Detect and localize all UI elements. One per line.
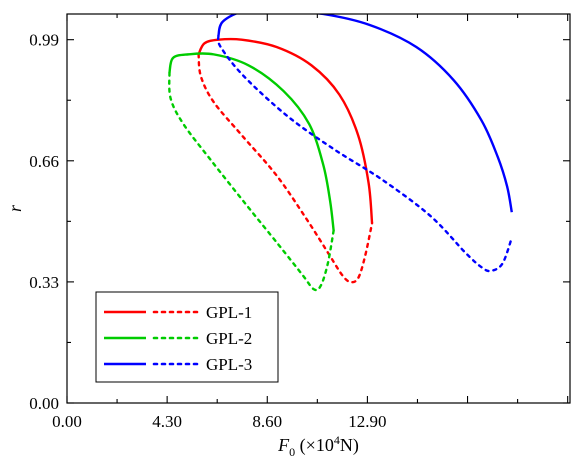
legend-label: GPL-1 [206, 303, 252, 322]
x-tick-label: 0.00 [52, 412, 82, 431]
y-tick-label: 0.33 [29, 273, 59, 292]
y-tick-label: 0.66 [29, 152, 59, 171]
legend: GPL-1 GPL-2 GPL-3 [95, 291, 279, 383]
series-gpl-2-dashed-line [168, 71, 335, 292]
plot-frame [66, 13, 571, 404]
series-gpl-2-solid-line [168, 52, 335, 231]
legend-label: GPL-2 [206, 329, 252, 348]
series-gpl-1-dashed-line [197, 53, 374, 284]
x-axis-label: F0 (×104N) [277, 433, 359, 459]
y-axis-label: r [5, 204, 25, 212]
series-gpl-1-solid-line [197, 37, 374, 224]
x-tick-label: 4.30 [152, 412, 182, 431]
y-tick-label: 0.00 [29, 394, 59, 413]
series-gpl-3-solid-line [217, 14, 513, 213]
x-axis-label-superscript: 4 [334, 433, 340, 447]
series-gpl-3-dashed-line [216, 34, 513, 273]
x-axis-label-subscript: 0 [289, 445, 295, 459]
x-tick-label: 8.60 [252, 412, 282, 431]
x-axis-label-unit-end: N) [340, 435, 359, 456]
y-tick-label: 0.99 [29, 31, 59, 50]
x-tick-label: 12.90 [348, 412, 386, 431]
legend-label: GPL-3 [206, 355, 252, 374]
tick-labels: 0.00 4.30 8.60 12.90 0.00 0.33 0.66 0.99 [29, 31, 386, 431]
plot-area [168, 14, 513, 292]
x-axis-label-symbol: F [277, 435, 290, 455]
x-axis-label-unit: (×10 [295, 435, 334, 456]
